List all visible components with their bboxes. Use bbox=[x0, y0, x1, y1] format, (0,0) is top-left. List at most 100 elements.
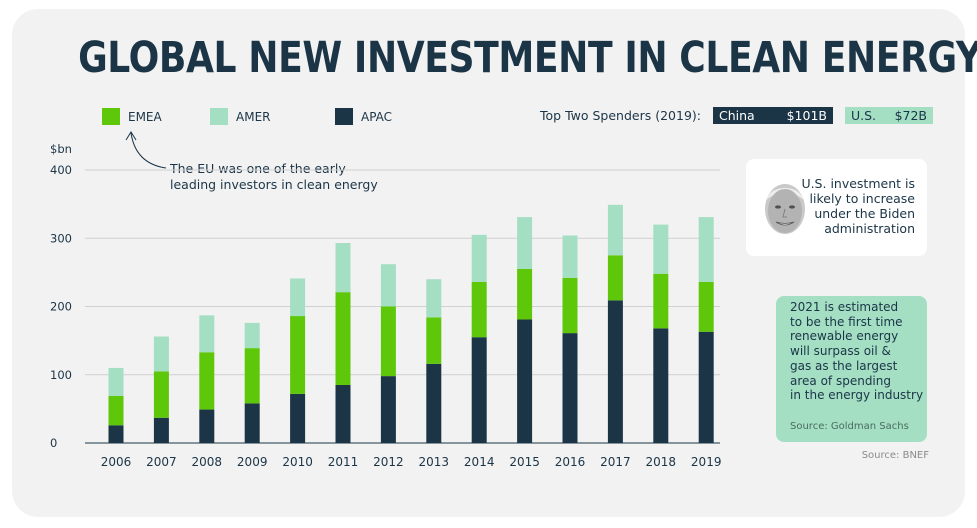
bar-emea bbox=[380, 306, 396, 377]
bar-emea bbox=[290, 316, 306, 394]
bar-apac bbox=[653, 328, 669, 443]
y-tick-label: 200 bbox=[50, 300, 72, 314]
bar-apac bbox=[290, 393, 306, 443]
bar-amer bbox=[108, 367, 124, 396]
legend-label-emea: EMEA bbox=[128, 109, 162, 124]
legend-label-amer: AMER bbox=[236, 109, 271, 124]
bar-amer bbox=[517, 217, 533, 269]
outlook-source: Source: Goldman Sachs bbox=[790, 421, 909, 432]
y-tick-label: 100 bbox=[50, 368, 72, 382]
legend-swatch-apac bbox=[335, 108, 353, 125]
bar-amer bbox=[607, 204, 623, 256]
spender-us-country: U.S. bbox=[851, 108, 877, 123]
bar-emea bbox=[426, 317, 442, 364]
bar-amer bbox=[199, 315, 215, 353]
annotation-eu: The EU was one of the early leading inve… bbox=[170, 161, 378, 193]
y-axis-unit: $bn bbox=[50, 142, 72, 156]
bar-amer bbox=[380, 264, 396, 307]
x-tick-label: 2017 bbox=[600, 455, 631, 469]
x-tick-label: 2013 bbox=[419, 455, 450, 469]
outlook-line: in the energy industry bbox=[790, 388, 924, 403]
outlook-line: will surpass oil & bbox=[790, 344, 891, 359]
bar-apac bbox=[517, 319, 533, 443]
outlook-text: 2021 is estimated to be the first time r… bbox=[790, 300, 923, 403]
annotation-eu-line: leading investors in clean energy bbox=[170, 177, 378, 192]
bar-apac bbox=[698, 331, 714, 443]
x-tick-label: 2019 bbox=[691, 455, 722, 469]
arrow-head-icon bbox=[125, 131, 137, 141]
bar-apac bbox=[153, 417, 169, 443]
bar-apac bbox=[426, 363, 442, 443]
chart-source: Source: BNEF bbox=[861, 450, 929, 461]
y-tick-label: 0 bbox=[50, 436, 57, 450]
annotation-eu-arrow bbox=[130, 132, 167, 169]
bar-emea bbox=[153, 371, 169, 418]
biden-callout: U.S. investment is likely to increase un… bbox=[746, 159, 927, 256]
bar-apac bbox=[199, 409, 215, 443]
x-tick-label: 2012 bbox=[373, 455, 404, 469]
x-tick-label: 2007 bbox=[146, 455, 177, 469]
bar-apac bbox=[244, 403, 260, 443]
x-tick-label: 2010 bbox=[282, 455, 313, 469]
x-tick-label: 2011 bbox=[328, 455, 359, 469]
spender-us-value: $72B bbox=[894, 108, 927, 123]
legend-swatch-amer bbox=[210, 108, 228, 125]
spender-china: China $101B bbox=[713, 107, 833, 124]
bar-apac bbox=[108, 425, 124, 443]
top-spenders-label: Top Two Spenders (2019): bbox=[540, 108, 701, 123]
bar-apac bbox=[471, 337, 487, 443]
bar-emea bbox=[517, 268, 533, 320]
bar-emea bbox=[607, 255, 623, 301]
bar-emea bbox=[698, 281, 714, 332]
x-tick-label: 2018 bbox=[646, 455, 677, 469]
bar-emea bbox=[108, 395, 124, 426]
bar-amer bbox=[290, 278, 306, 317]
biden-line: under the Biden bbox=[814, 206, 915, 221]
outlook-callout: 2021 is estimated to be the first time r… bbox=[776, 296, 927, 442]
bar-apac bbox=[380, 376, 396, 443]
biden-line: administration bbox=[824, 221, 915, 236]
bar-apac bbox=[335, 384, 351, 443]
bar-emea bbox=[562, 277, 578, 334]
bar-amer bbox=[244, 322, 260, 349]
biden-line: U.S. investment is bbox=[801, 176, 915, 191]
legend-item-apac: APAC bbox=[335, 108, 392, 125]
bar-amer bbox=[562, 235, 578, 278]
spender-us: U.S. $72B bbox=[845, 107, 933, 124]
outlook-line: 2021 is estimated bbox=[790, 300, 899, 314]
biden-line: likely to increase bbox=[809, 191, 915, 206]
chart-title: GLOBAL NEW INVESTMENT IN CLEAN ENERGY bbox=[78, 33, 977, 83]
bar-amer bbox=[653, 224, 669, 274]
annotation-eu-line: The EU was one of the early bbox=[170, 161, 346, 176]
spender-china-country: China bbox=[719, 108, 755, 123]
outlook-line: renewable energy bbox=[790, 329, 899, 344]
bar-amer bbox=[426, 279, 442, 318]
x-tick-label: 2008 bbox=[192, 455, 223, 469]
bar-emea bbox=[335, 292, 351, 385]
bar-amer bbox=[153, 336, 169, 372]
outlook-line: gas as the largest bbox=[790, 358, 898, 373]
x-tick-label: 2014 bbox=[464, 455, 495, 469]
bar-apac bbox=[607, 300, 623, 443]
y-tick-label: 300 bbox=[50, 231, 72, 245]
legend-swatch-emea bbox=[102, 108, 120, 125]
bar-emea bbox=[244, 348, 260, 404]
x-tick-label: 2016 bbox=[555, 455, 586, 469]
x-tick-label: 2015 bbox=[509, 455, 540, 469]
bar-emea bbox=[653, 273, 669, 329]
y-tick-label: 400 bbox=[50, 163, 72, 177]
outlook-line: to be the first time bbox=[790, 314, 903, 329]
biden-callout-text: U.S. investment is likely to increase un… bbox=[801, 176, 915, 236]
x-tick-label: 2006 bbox=[101, 455, 132, 469]
outlook-line: area of spending bbox=[790, 373, 891, 388]
legend-item-amer: AMER bbox=[210, 108, 270, 125]
bar-emea bbox=[199, 352, 215, 410]
x-tick-label: 2009 bbox=[237, 455, 268, 469]
legend-label-apac: APAC bbox=[361, 109, 393, 124]
biden-portrait-icon bbox=[765, 184, 805, 234]
spender-china-value: $101B bbox=[786, 108, 827, 123]
bar-emea bbox=[471, 281, 487, 338]
legend-item-emea: EMEA bbox=[102, 108, 162, 125]
bar-amer bbox=[471, 234, 487, 282]
